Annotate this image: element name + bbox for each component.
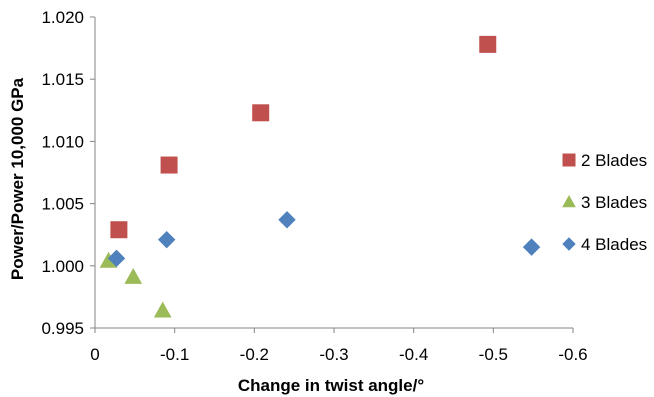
legend-item-4-blades: 4 Blades bbox=[562, 235, 647, 254]
point-4-blades bbox=[522, 238, 541, 256]
x-axis-ticks: 0 -0.1 -0.2 -0.3 -0.4 -0.5 -0.6 bbox=[90, 328, 588, 364]
point-2-blades bbox=[110, 221, 128, 239]
y-tick-label: 0.995 bbox=[41, 319, 84, 338]
point-4-blades bbox=[278, 211, 296, 229]
x-tick-label: -0.2 bbox=[240, 345, 269, 364]
series-2-blades bbox=[110, 35, 497, 239]
x-tick-label: -0.3 bbox=[319, 345, 348, 364]
legend-item-3-blades: 3 Blades bbox=[562, 193, 647, 212]
legend-label-3-blades: 3 Blades bbox=[581, 193, 647, 212]
x-tick-label: 0 bbox=[90, 345, 99, 364]
data-points bbox=[99, 35, 541, 318]
legend-marker-2-blades bbox=[562, 153, 576, 167]
x-axis-title: Change in twist angle/° bbox=[238, 376, 424, 395]
point-3-blades bbox=[153, 301, 172, 318]
legend-marker-3-blades bbox=[562, 194, 576, 208]
legend: 2 Blades 3 Blades 4 Blades bbox=[562, 151, 647, 254]
point-2-blades bbox=[479, 35, 497, 53]
x-tick-label: -0.1 bbox=[160, 345, 189, 364]
legend-label-2-blades: 2 Blades bbox=[581, 151, 647, 170]
point-4-blades bbox=[107, 249, 126, 268]
point-2-blades bbox=[252, 104, 270, 122]
series-3-blades bbox=[99, 251, 172, 318]
legend-label-4-blades: 4 Blades bbox=[581, 235, 647, 254]
legend-marker-4-blades bbox=[562, 237, 576, 251]
y-tick-label: 1.005 bbox=[41, 195, 84, 214]
point-4-blades bbox=[157, 230, 176, 249]
y-tick-label: 1.020 bbox=[41, 8, 84, 27]
y-tick-label: 1.015 bbox=[41, 70, 84, 89]
legend-item-2-blades: 2 Blades bbox=[562, 151, 647, 170]
point-2-blades bbox=[160, 156, 178, 174]
y-tick-label: 1.010 bbox=[41, 132, 84, 151]
point-3-blades bbox=[124, 267, 143, 284]
y-axis-title: Power/Power 10,000 GPa bbox=[8, 77, 27, 280]
x-tick-label: -0.6 bbox=[558, 345, 587, 364]
x-tick-label: -0.5 bbox=[479, 345, 508, 364]
y-axis-ticks: 0.995 1.000 1.005 1.010 1.015 1.020 bbox=[41, 8, 95, 338]
x-tick-label: -0.4 bbox=[399, 345, 428, 364]
series-4-blades bbox=[107, 211, 541, 268]
y-tick-label: 1.000 bbox=[41, 257, 84, 276]
